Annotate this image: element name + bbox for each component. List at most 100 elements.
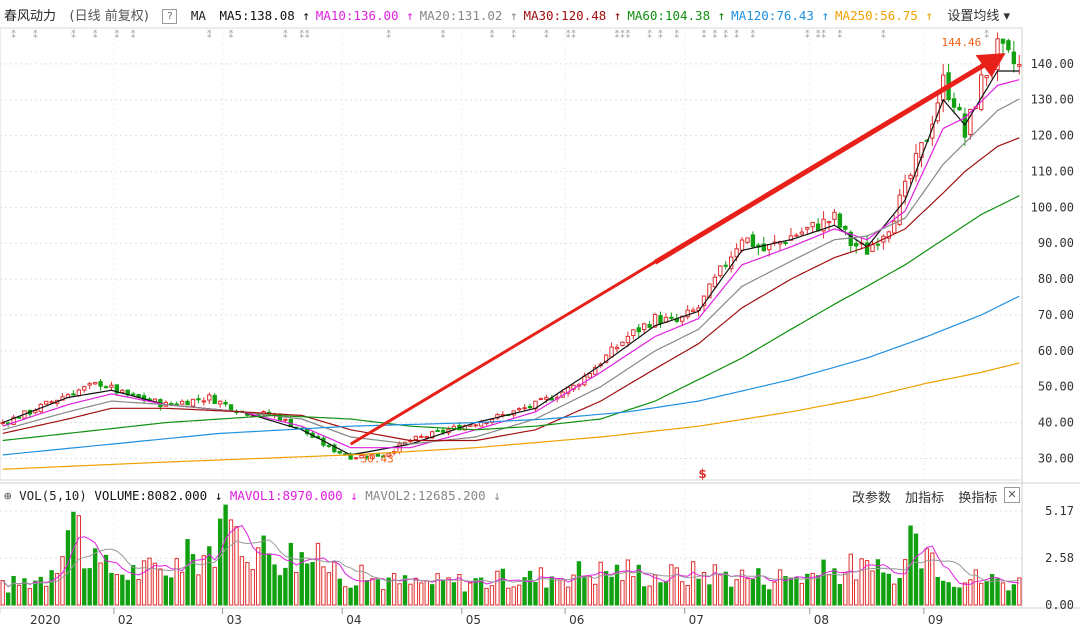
candle-body [658, 315, 663, 324]
help-button[interactable]: ? [162, 9, 178, 24]
event-marker: ⁑ [386, 29, 391, 41]
vol-y-tick-label: 5.17 [1045, 504, 1074, 518]
volume-bar [158, 568, 163, 606]
switch-indicator-button[interactable]: 换指标 [958, 491, 998, 506]
candle [370, 454, 375, 460]
volume-bar [326, 572, 332, 606]
close-volume-panel-button[interactable]: ✕ [1004, 487, 1020, 503]
candle-body [179, 400, 185, 405]
add-indicator-button[interactable]: 加指标 [905, 491, 945, 506]
candle [587, 372, 593, 379]
edit-params-button[interactable]: 改参数 [852, 491, 892, 506]
volume-bar [636, 564, 641, 606]
candle-body [642, 323, 647, 331]
y-tick-label: 70.00 [1038, 308, 1074, 322]
candle [935, 94, 940, 124]
candle-body [587, 372, 593, 379]
volume-bar [190, 554, 196, 606]
event-marker: ⁑ [299, 29, 304, 41]
candle-body [98, 381, 103, 387]
candle [690, 307, 696, 313]
candle [881, 234, 886, 250]
candle [332, 443, 337, 454]
x-tick-label: 06 [569, 613, 584, 627]
candle-body [131, 393, 136, 396]
ma-settings-button[interactable]: 设置均线 ▾ [947, 9, 1010, 24]
ma-legend-item: MA250:56.75 ↑ [835, 8, 933, 23]
volume-bar [16, 584, 22, 606]
candle [337, 450, 342, 455]
candle-body [326, 444, 332, 447]
candle-body [886, 231, 891, 239]
candle [207, 392, 212, 404]
candle-body [614, 346, 620, 350]
candle [196, 394, 201, 404]
volume-bar [696, 578, 701, 606]
volume-bar [837, 584, 843, 606]
candle [913, 143, 919, 182]
candle-body [707, 283, 712, 299]
event-marker: ⁑ [115, 29, 120, 41]
volume-bar [44, 585, 49, 606]
volume-bar [815, 575, 821, 606]
ma-legend-item: MA5:138.08 ↑ [219, 8, 310, 23]
volume-bar [598, 561, 603, 606]
candle-body [49, 401, 54, 404]
volume-bar [223, 504, 228, 606]
volume-bar [892, 583, 897, 606]
volume-bar [707, 584, 712, 606]
candle-body [33, 410, 38, 414]
candle [419, 433, 424, 438]
volume-value: VOLUME:8082.000 [94, 488, 208, 503]
volume-bar [136, 578, 141, 606]
volume-bar [593, 583, 598, 606]
event-marker: ⁑ [511, 29, 516, 41]
volume-bar [951, 586, 957, 606]
candle [381, 454, 386, 458]
y-tick-label: 100.00 [1031, 200, 1074, 214]
candle-body [120, 389, 125, 394]
candle-body [603, 354, 609, 364]
volume-bar [794, 576, 799, 606]
candle [810, 221, 815, 232]
volume-bar [1006, 590, 1011, 606]
candle [109, 381, 114, 391]
candle [979, 63, 984, 112]
event-marker: ⁑ [713, 29, 718, 41]
volume-bar [690, 561, 696, 606]
volume-bar [843, 572, 848, 606]
candle-body [440, 429, 446, 433]
candle [190, 398, 196, 408]
volume-bar [973, 569, 978, 606]
volume-bar [266, 553, 272, 606]
candle-body [565, 386, 571, 394]
candle [82, 385, 87, 393]
volume-bar [424, 580, 429, 606]
candle [750, 231, 756, 248]
volume-bar [250, 569, 255, 606]
candle [642, 322, 647, 335]
volume-bar [701, 571, 707, 606]
candle-body [169, 402, 174, 405]
ma-line-ma20 [2, 98, 1020, 445]
volume-bar [930, 552, 935, 606]
volume-bar [315, 542, 321, 606]
volume-bar [348, 587, 353, 606]
volume-bar [413, 577, 419, 606]
candle [163, 400, 168, 407]
volume-bar [207, 546, 212, 606]
mavol2-arrow: ↓ [493, 488, 501, 503]
ma-legend-item: MA10:136.00 ↑ [315, 8, 414, 23]
ma-label: MA [190, 8, 206, 23]
event-marker: ⁑ [207, 29, 212, 41]
candle-body [826, 221, 832, 224]
volume-bar [337, 578, 342, 606]
mavol2-value: MAVOL2:12685.200 [365, 488, 486, 503]
event-marker: ⁑ [305, 29, 310, 41]
volume-bar [620, 580, 625, 606]
mavol1-line [2, 524, 1020, 588]
volume-bar [76, 515, 82, 606]
candle [348, 452, 353, 460]
volume-bar [957, 587, 962, 606]
